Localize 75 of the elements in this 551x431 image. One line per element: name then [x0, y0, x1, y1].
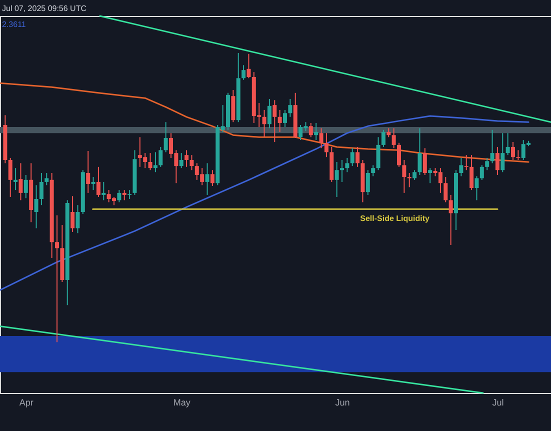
- candlestick: [500, 132, 505, 173]
- candlestick: [278, 109, 282, 132]
- candlestick: [8, 157, 12, 198]
- candlestick: [376, 136, 380, 171]
- candlestick: [184, 150, 189, 168]
- candlestick: [91, 176, 96, 191]
- candlestick: [448, 194, 453, 246]
- candlestick: [122, 190, 126, 201]
- candlestick: [340, 159, 344, 182]
- candlestick: [153, 152, 158, 173]
- candlestick: [246, 53, 251, 79]
- candlestick: [428, 168, 432, 184]
- candlestick: [86, 150, 90, 194]
- candlestick: [262, 109, 266, 138]
- candlestick: [366, 170, 370, 196]
- x-tick-label: Apr: [19, 398, 34, 408]
- annotation: Sell-Side Liquidity: [360, 214, 430, 224]
- candlestick: [506, 132, 510, 156]
- candlestick: [76, 204, 80, 234]
- candlestick: [371, 164, 376, 177]
- candlestick: [511, 142, 515, 160]
- candlestick: [272, 100, 277, 143]
- candlestick: [516, 150, 520, 160]
- candlestick: [190, 154, 194, 171]
- candlestick: [117, 190, 122, 203]
- candlestick: [148, 152, 152, 171]
- candlestick: [308, 122, 313, 138]
- candlestick: [288, 98, 292, 118]
- candlestick: [179, 152, 184, 169]
- candlestick: [464, 154, 468, 171]
- candlestick: [392, 128, 396, 149]
- candlestick: [470, 154, 474, 191]
- candlestick: [55, 214, 59, 343]
- candlestick: [205, 162, 210, 196]
- candlestick: [96, 166, 100, 198]
- text: 2.3611: [2, 20, 26, 29]
- candlestick: [402, 159, 406, 194]
- candlestick: [18, 162, 23, 201]
- candlestick: [44, 172, 49, 186]
- candlestick: [356, 146, 360, 168]
- candlestick: [164, 122, 168, 153]
- candlestick: [418, 128, 422, 176]
- candlestick: [267, 98, 272, 129]
- candlestick: [231, 90, 236, 123]
- candlestick: [444, 176, 448, 203]
- candlestick: [495, 146, 500, 176]
- candlestick: [314, 122, 318, 141]
- candlestick: [490, 129, 494, 164]
- candlestick: [381, 129, 386, 148]
- candlestick: [459, 157, 464, 177]
- candlestick: [350, 148, 354, 167]
- candlestick: [422, 148, 427, 176]
- candlestick: [242, 64, 246, 80]
- x-tick-label: Jun: [335, 398, 350, 408]
- candlestick: [345, 157, 350, 173]
- candlestick: [319, 128, 324, 149]
- text: Jul 07, 2025 09:56 UTC: [2, 4, 87, 13]
- candlestick: [70, 196, 75, 232]
- x-tick-label: May: [173, 398, 191, 408]
- candlestick: [324, 132, 328, 158]
- candlestick: [474, 176, 479, 201]
- candlestick: [34, 184, 38, 229]
- x-tick-label: Jul: [492, 398, 504, 408]
- candlestick: [102, 181, 106, 201]
- candlestick: [39, 172, 44, 206]
- candlestick: [480, 164, 484, 180]
- candlestick: [397, 142, 401, 168]
- candlestick: [283, 109, 287, 128]
- candlestick: [158, 146, 163, 168]
- candlestick: [24, 174, 28, 199]
- candlestick: [412, 170, 417, 180]
- candlestick: [210, 170, 214, 186]
- candlestick: [485, 157, 490, 171]
- candlestick: [14, 168, 18, 191]
- candlestick: [334, 162, 339, 198]
